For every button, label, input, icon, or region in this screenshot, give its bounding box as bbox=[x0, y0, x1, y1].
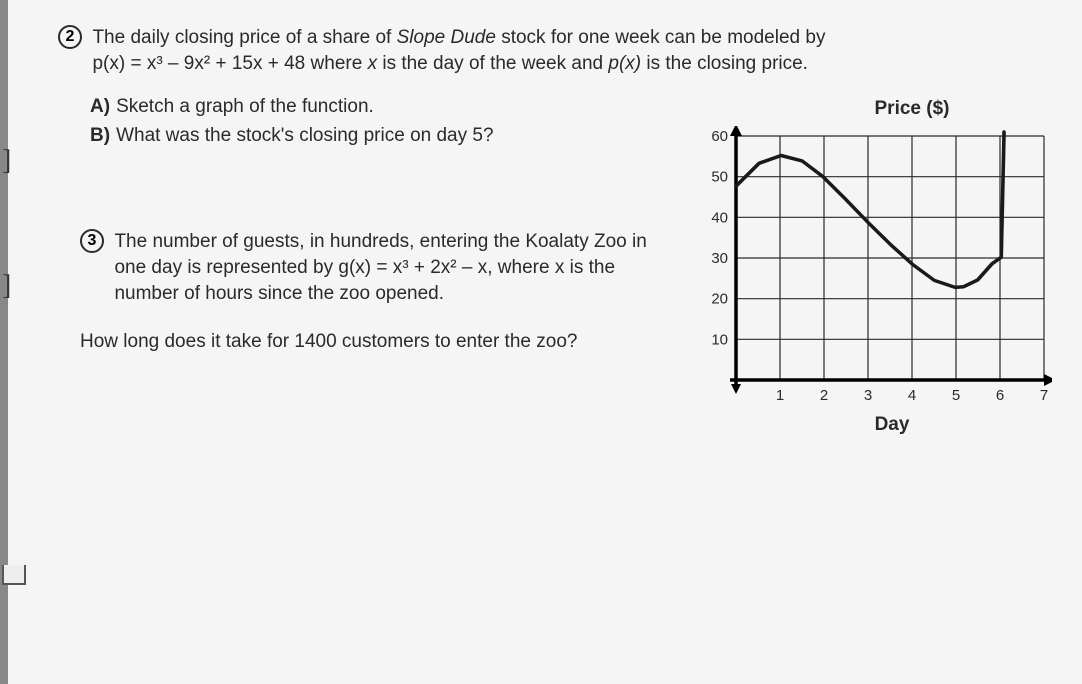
p2a-label: A) bbox=[90, 96, 110, 117]
p2-text-e: is the closing price. bbox=[641, 53, 808, 74]
svg-text:60: 60 bbox=[711, 128, 728, 145]
p2-text-c: p(x) = x³ – 9x² + 15x + 48 where bbox=[92, 53, 367, 74]
p2a-text: Sketch a graph of the function. bbox=[116, 96, 374, 117]
p2-text-b: stock for one week can be modeled by bbox=[496, 27, 826, 48]
svg-text:30: 30 bbox=[711, 250, 728, 267]
margin-bracket-1: ] bbox=[2, 145, 11, 177]
svg-text:10: 10 bbox=[711, 331, 728, 348]
svg-text:20: 20 bbox=[711, 291, 728, 308]
p2-italic-2: x bbox=[368, 53, 378, 74]
svg-text:2: 2 bbox=[820, 387, 828, 404]
margin-checkbox bbox=[2, 565, 26, 585]
margin-bracket-2: ] bbox=[2, 270, 11, 302]
svg-text:7: 7 bbox=[1040, 387, 1048, 404]
chart-area: 10 20 30 40 50 60 1 2 3 4 5 6 7 bbox=[692, 126, 1052, 406]
p2-italic-1: Slope Dude bbox=[397, 27, 496, 48]
svg-text:5: 5 bbox=[952, 387, 960, 404]
worksheet-page: ] ] 2 The daily closing price of a share… bbox=[0, 0, 1082, 684]
svg-text:50: 50 bbox=[711, 169, 728, 186]
problem-3-number: 3 bbox=[80, 229, 104, 253]
problem-2-number: 2 bbox=[58, 25, 82, 49]
problem-3-followup: How long does it take for 1400 customers… bbox=[80, 331, 700, 353]
chart-grid-svg: 10 20 30 40 50 60 1 2 3 4 5 6 7 bbox=[692, 126, 1052, 406]
p2-italic-3: p(x) bbox=[608, 53, 641, 74]
chart-y-title: Price ($) bbox=[772, 98, 1052, 120]
p2-text-d: is the day of the week and bbox=[377, 53, 608, 74]
chart-container: Price ($) 10 20 30 40 50 60 1 2 3 4 5 6 7 Day bbox=[692, 98, 1052, 436]
chart-x-title: Day bbox=[732, 414, 1052, 436]
svg-text:4: 4 bbox=[908, 387, 916, 404]
p2b-label: B) bbox=[90, 125, 110, 146]
svg-text:3: 3 bbox=[864, 387, 872, 404]
svg-text:1: 1 bbox=[776, 387, 784, 404]
problem-3: 3 The number of guests, in hundreds, ent… bbox=[80, 229, 700, 353]
svg-text:40: 40 bbox=[711, 209, 728, 226]
svg-text:6: 6 bbox=[996, 387, 1004, 404]
p2-text-a: The daily closing price of a share of bbox=[92, 27, 396, 48]
problem-3-text: The number of guests, in hundreds, enter… bbox=[114, 229, 674, 306]
p2b-text: What was the stock's closing price on da… bbox=[116, 125, 493, 146]
problem-2-text: The daily closing price of a share of Sl… bbox=[92, 25, 1012, 76]
